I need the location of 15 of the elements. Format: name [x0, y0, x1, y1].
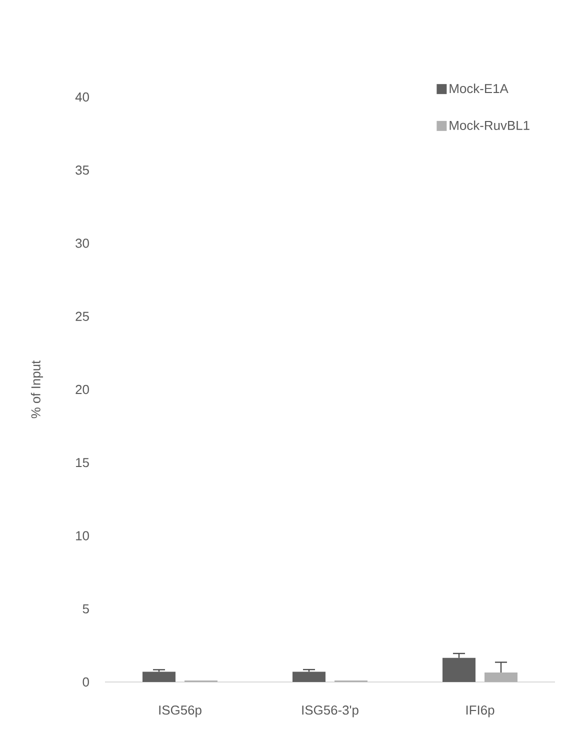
- y-tick-label: 0: [82, 677, 89, 687]
- x-tick-label: IFI6p: [466, 706, 494, 718]
- legend-label: Mock-RuvBL1: [450, 120, 530, 130]
- y-tick-label: 15: [76, 458, 89, 468]
- y-axis-title: % of Input: [30, 360, 43, 418]
- y-tick-label: 25: [76, 312, 89, 321]
- y-tick-label: 5: [82, 604, 89, 614]
- y-tick-label: 40: [75, 92, 89, 102]
- y-tick-label: 35: [76, 166, 89, 175]
- y-tick-label: 30: [76, 238, 89, 248]
- legend-label: Mock-E1A: [450, 84, 508, 94]
- x-tick-label: ISG56p: [159, 706, 202, 718]
- y-tick-label: 10: [76, 531, 89, 540]
- y-tick-label: 20: [76, 384, 89, 394]
- x-tick-label: ISG56-3'p: [302, 706, 358, 718]
